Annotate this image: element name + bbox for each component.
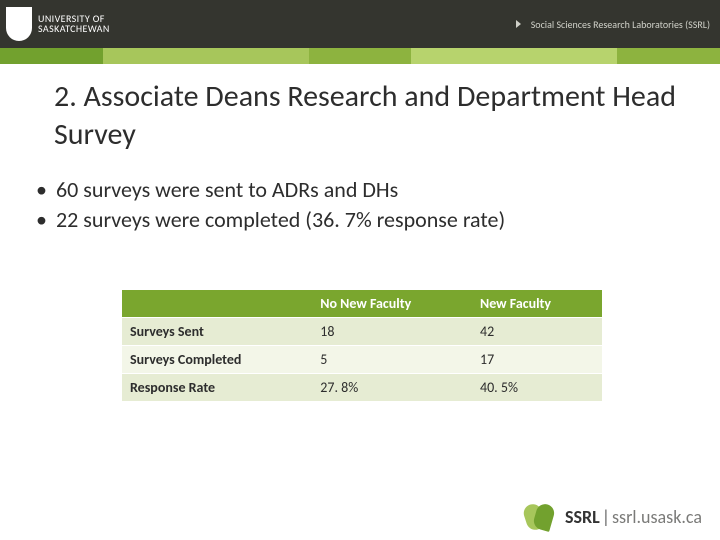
table-header-row: No New Faculty New Faculty (122, 290, 602, 318)
footer-brand: SSRL (565, 506, 600, 528)
row-label: Response Rate (122, 374, 312, 402)
slide-title: 2. Associate Deans Research and Departme… (54, 78, 690, 153)
table-cell: 42 (472, 318, 602, 346)
table-cell: 5 (312, 346, 472, 374)
table-header-blank (122, 290, 312, 318)
banner-ssrl-label: Social Sciences Research Laboratories (S… (531, 18, 710, 31)
list-item: 22 surveys were completed (36. 7% respon… (30, 205, 690, 235)
footer-logo: SSRL|ssrl.usask.ca (525, 502, 702, 532)
top-banner: UNIVERSITY OF SASKATCHEWAN Social Scienc… (0, 0, 720, 48)
survey-table: No New Faculty New Faculty Surveys Sent … (122, 290, 602, 401)
university-logo-block: UNIVERSITY OF SASKATCHEWAN (6, 7, 110, 41)
survey-table-wrap: No New Faculty New Faculty Surveys Sent … (122, 290, 602, 401)
table-row: Response Rate 27. 8% 40. 5% (122, 374, 602, 402)
university-line2: SASKATCHEWAN (38, 24, 110, 35)
row-label: Surveys Sent (122, 318, 312, 346)
footer-text: SSRL|ssrl.usask.ca (565, 506, 702, 528)
shield-icon (6, 7, 32, 41)
table-header-col2: New Faculty (472, 290, 602, 318)
green-accent-bar (0, 48, 720, 64)
table-cell: 27. 8% (312, 374, 472, 402)
table-row: Surveys Completed 5 17 (122, 346, 602, 374)
row-label: Surveys Completed (122, 346, 312, 374)
list-item: 60 surveys were sent to ADRs and DHs (30, 175, 690, 205)
slide-content: 2. Associate Deans Research and Departme… (0, 64, 720, 401)
footer-url: ssrl.usask.ca (612, 506, 702, 528)
university-name: UNIVERSITY OF SASKATCHEWAN (38, 14, 110, 35)
table-cell: 18 (312, 318, 472, 346)
arrow-icon (516, 20, 524, 28)
table-cell: 40. 5% (472, 374, 602, 402)
leaf-icon (525, 502, 559, 532)
table-cell: 17 (472, 346, 602, 374)
banner-ssrl: Social Sciences Research Laboratories (S… (516, 18, 710, 31)
table-row: Surveys Sent 18 42 (122, 318, 602, 346)
bullet-list: 60 surveys were sent to ADRs and DHs 22 … (30, 175, 690, 234)
table-header-col1: No New Faculty (312, 290, 472, 318)
